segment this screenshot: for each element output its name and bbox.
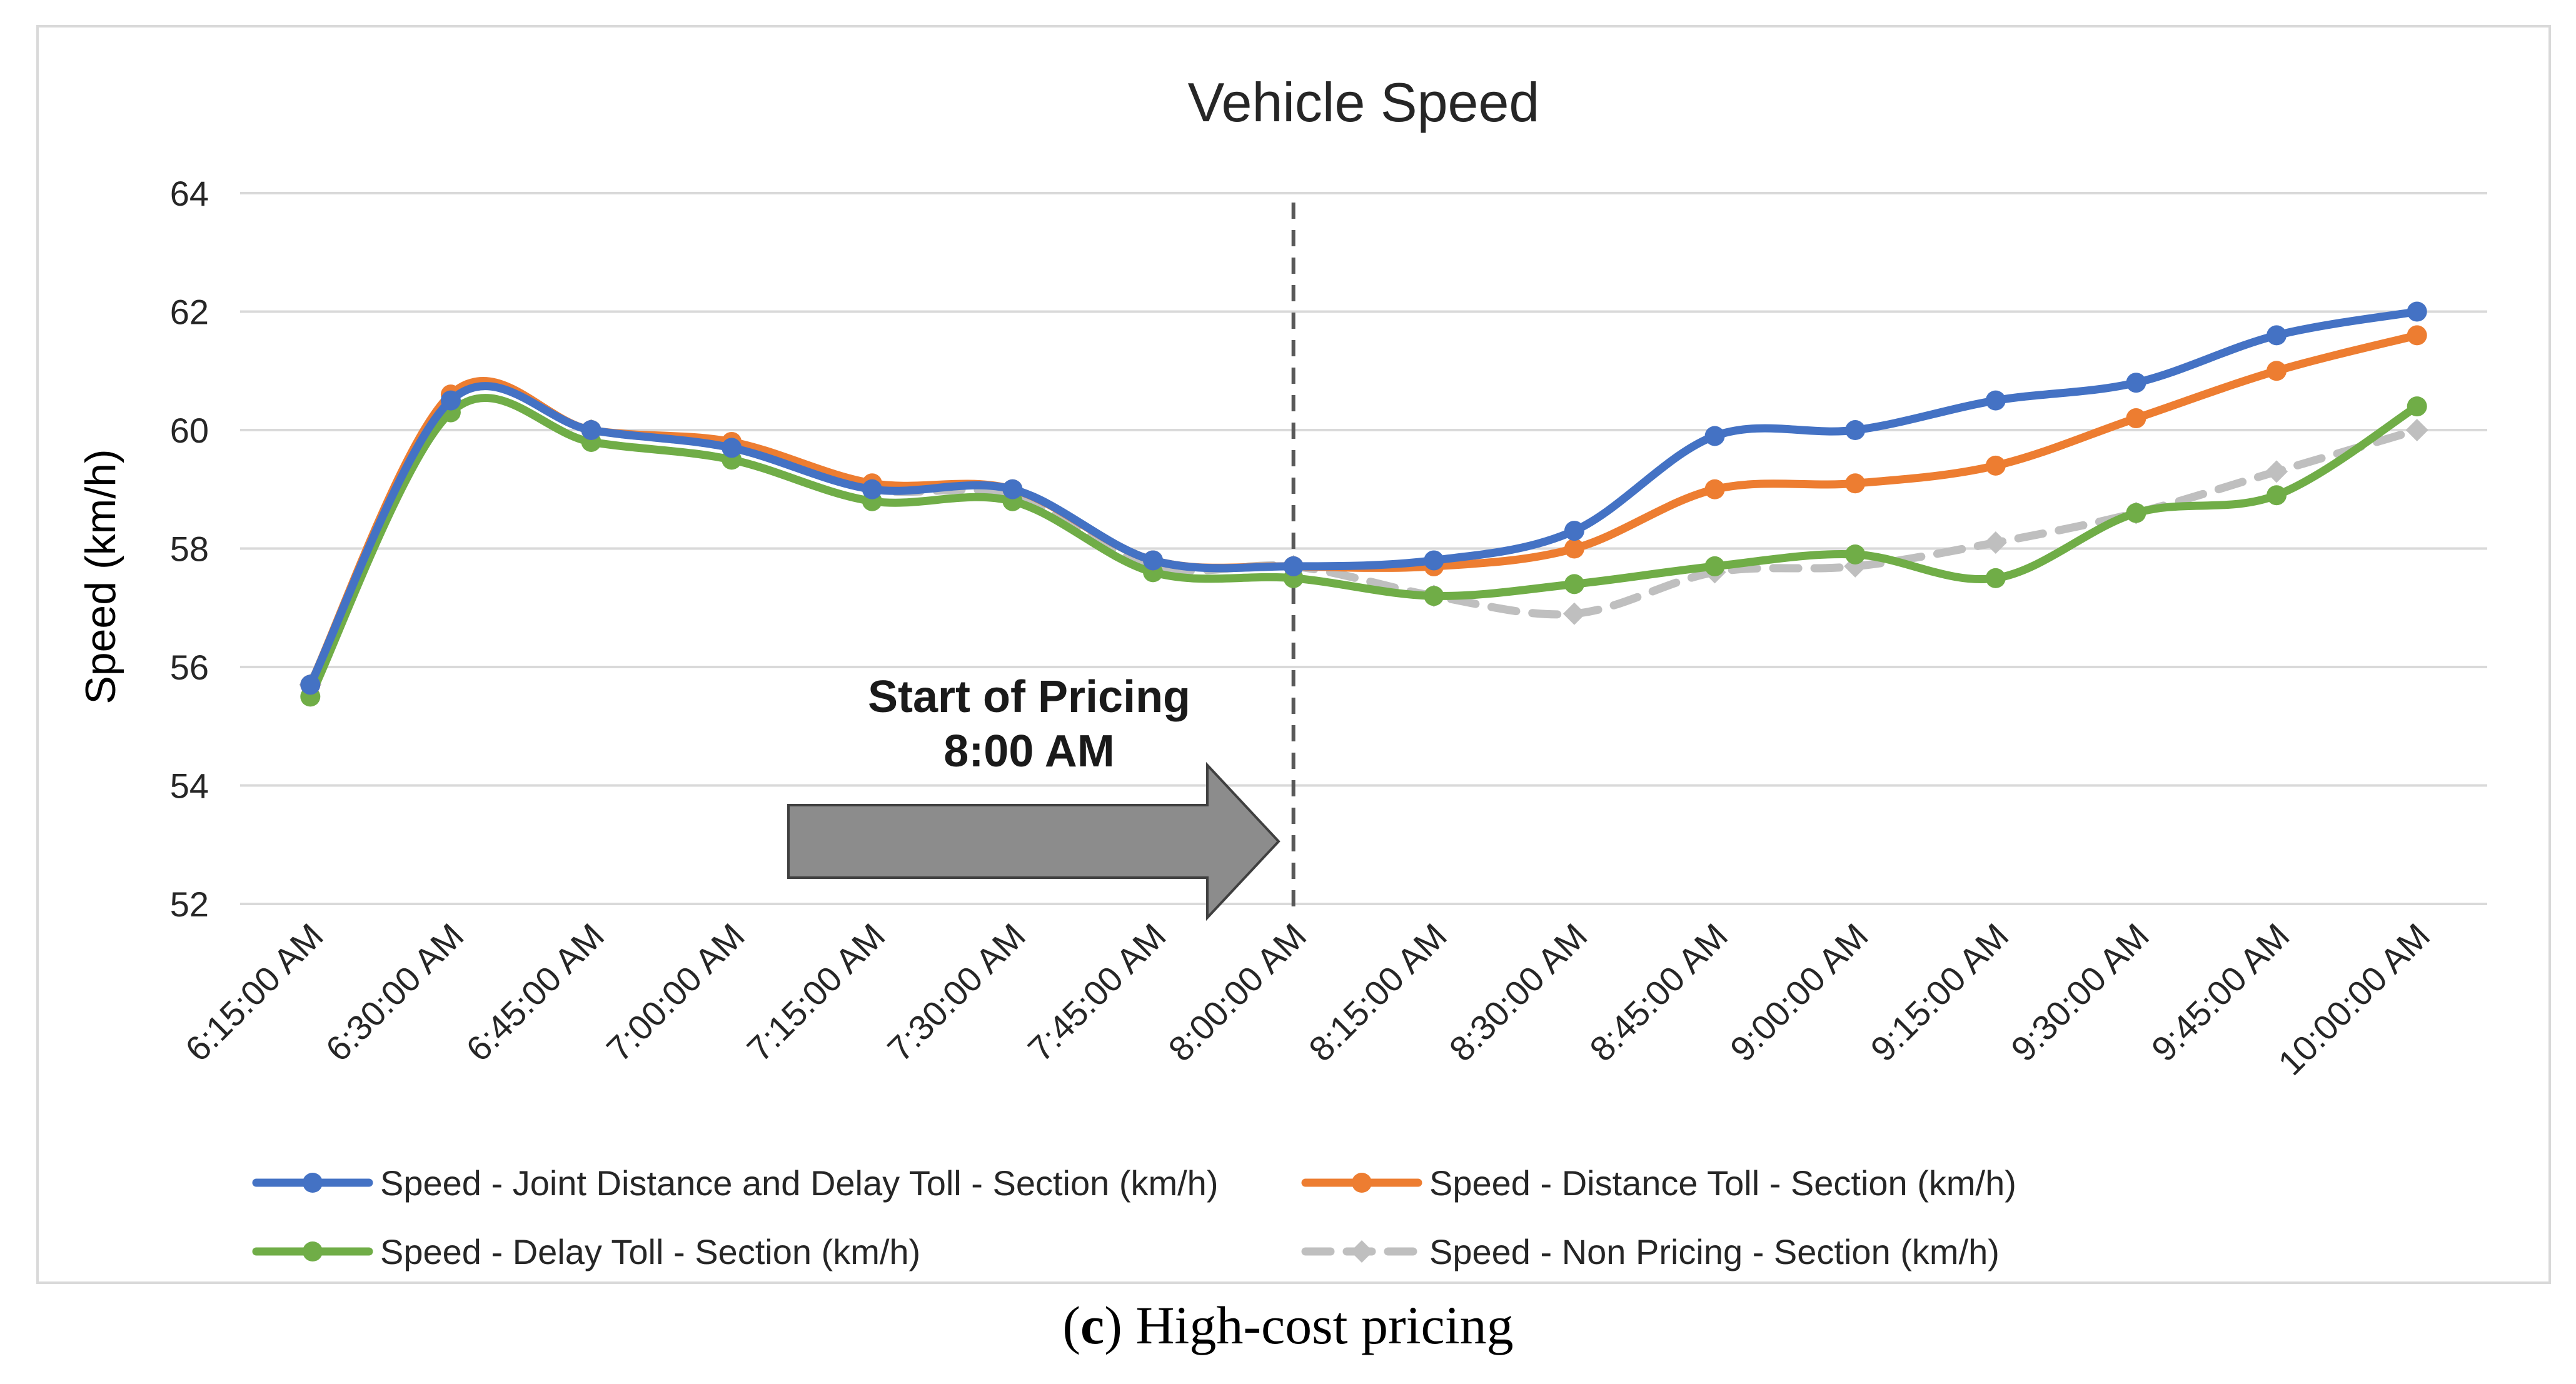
x-tick-label: 7:15:00 AM xyxy=(739,916,892,1069)
series-point xyxy=(1984,531,2007,554)
series-point xyxy=(1283,556,1304,576)
series-point xyxy=(1845,420,1866,440)
x-tick-label: 9:15:00 AM xyxy=(1863,916,2016,1069)
series-point xyxy=(1704,426,1725,446)
legend-marker xyxy=(1351,1240,1373,1263)
y-tick-label-60: 60 xyxy=(170,411,209,450)
series-line xyxy=(306,308,2422,689)
series-point xyxy=(2126,503,2146,523)
y-tick-label-64: 64 xyxy=(170,174,209,213)
legend-marker xyxy=(303,1173,323,1193)
caption-text: High-cost pricing xyxy=(1135,1295,1514,1355)
x-tick-label: 6:45:00 AM xyxy=(458,916,611,1069)
x-tick-label: 9:00:00 AM xyxy=(1723,916,1876,1069)
x-tick-label: 7:30:00 AM xyxy=(880,916,1033,1069)
x-tick-label: 9:30:00 AM xyxy=(2003,916,2156,1069)
x-tick-label: 7:00:00 AM xyxy=(599,916,752,1069)
y-axis-label: Speed (km/h) xyxy=(77,449,124,704)
y-tick-label-58: 58 xyxy=(170,529,209,569)
pricing-arrow xyxy=(787,761,1280,921)
series-point xyxy=(1704,479,1725,499)
legend-label: Speed - Delay Toll - Section (km/h) xyxy=(380,1232,920,1271)
legend-marker xyxy=(303,1241,323,1261)
series-point xyxy=(2407,396,2427,417)
series-point xyxy=(2405,419,2428,441)
series-point xyxy=(2126,373,2146,393)
legend-label: Speed - Joint Distance and Delay Toll - … xyxy=(380,1163,1218,1203)
y-tick-label-54: 54 xyxy=(170,766,209,806)
figure-caption: (c) High-cost pricing xyxy=(1062,1295,1514,1355)
series-line xyxy=(306,394,2422,701)
series-point xyxy=(1564,521,1584,541)
caption-letter: c xyxy=(1080,1295,1105,1355)
series-point xyxy=(2407,301,2427,322)
series-1 xyxy=(300,325,2427,695)
series-point xyxy=(300,674,321,695)
x-tick-label: 6:30:00 AM xyxy=(318,916,471,1069)
y-tick-label-56: 56 xyxy=(170,648,209,687)
series-point xyxy=(581,420,601,440)
series-point xyxy=(1704,556,1725,576)
legend-marker xyxy=(1352,1173,1372,1193)
series-point xyxy=(1143,550,1164,571)
x-tick-label: 8:00:00 AM xyxy=(1160,916,1314,1069)
x-tick-label: 7:45:00 AM xyxy=(1020,916,1174,1069)
x-tick-label: 8:15:00 AM xyxy=(1301,916,1454,1069)
legend-item-1: Speed - Distance Toll - Section (km/h) xyxy=(1301,1163,2016,1203)
series-point xyxy=(1002,479,1023,499)
series-point xyxy=(862,479,882,499)
series-point xyxy=(1424,586,1444,606)
series-point xyxy=(1845,473,1866,494)
legend-label: Speed - Non Pricing - Section (km/h) xyxy=(1429,1232,2000,1271)
y-tick-label-52: 52 xyxy=(170,885,209,924)
chart-frame: Vehicle Speed 52 54 56 58 60 62 64 Speed (km/h) 6… xyxy=(36,25,2551,1284)
series-2 xyxy=(300,394,2427,707)
series-point xyxy=(1985,455,2006,476)
series-point xyxy=(1845,544,1866,564)
series-point xyxy=(2407,325,2427,346)
series-point xyxy=(1985,390,2006,411)
series-point xyxy=(2267,361,2287,381)
line-chart: Vehicle Speed 52 54 56 58 60 62 64 Speed (km/h) 6… xyxy=(77,71,2487,1271)
legend-item-0: Speed - Joint Distance and Delay Toll - … xyxy=(252,1163,1218,1203)
chart-title: Vehicle Speed xyxy=(1188,71,1540,133)
series-point xyxy=(2267,325,2287,346)
x-tick-label: 8:45:00 AM xyxy=(1582,916,1735,1069)
series-point xyxy=(1564,574,1584,594)
x-tick-label: 9:45:00 AM xyxy=(2144,916,2297,1069)
series-point xyxy=(2267,485,2287,506)
x-tick-label: 6:15:00 AM xyxy=(178,916,331,1069)
legend-item-2: Speed - Delay Toll - Section (km/h) xyxy=(252,1232,920,1271)
legend-label: Speed - Distance Toll - Section (km/h) xyxy=(1429,1163,2016,1203)
series-point xyxy=(1985,568,2006,588)
series-point xyxy=(722,438,742,458)
series-point xyxy=(1562,602,1586,625)
series-point xyxy=(440,390,461,411)
series-point xyxy=(2265,460,2288,483)
annotation-line-2: 8:00 AM xyxy=(943,726,1114,776)
legend-item-3: Speed - Non Pricing - Section (km/h) xyxy=(1301,1232,2000,1271)
annotation-line-1: Start of Pricing xyxy=(868,672,1190,722)
x-tick-label: 10:00:00 AM xyxy=(2270,916,2437,1083)
x-tick-label: 8:30:00 AM xyxy=(1442,916,1595,1069)
series-point xyxy=(1424,550,1444,571)
series-point xyxy=(1564,538,1584,559)
y-tick-label-62: 62 xyxy=(170,293,209,332)
series-point xyxy=(2126,408,2146,429)
series-0 xyxy=(300,301,2427,695)
